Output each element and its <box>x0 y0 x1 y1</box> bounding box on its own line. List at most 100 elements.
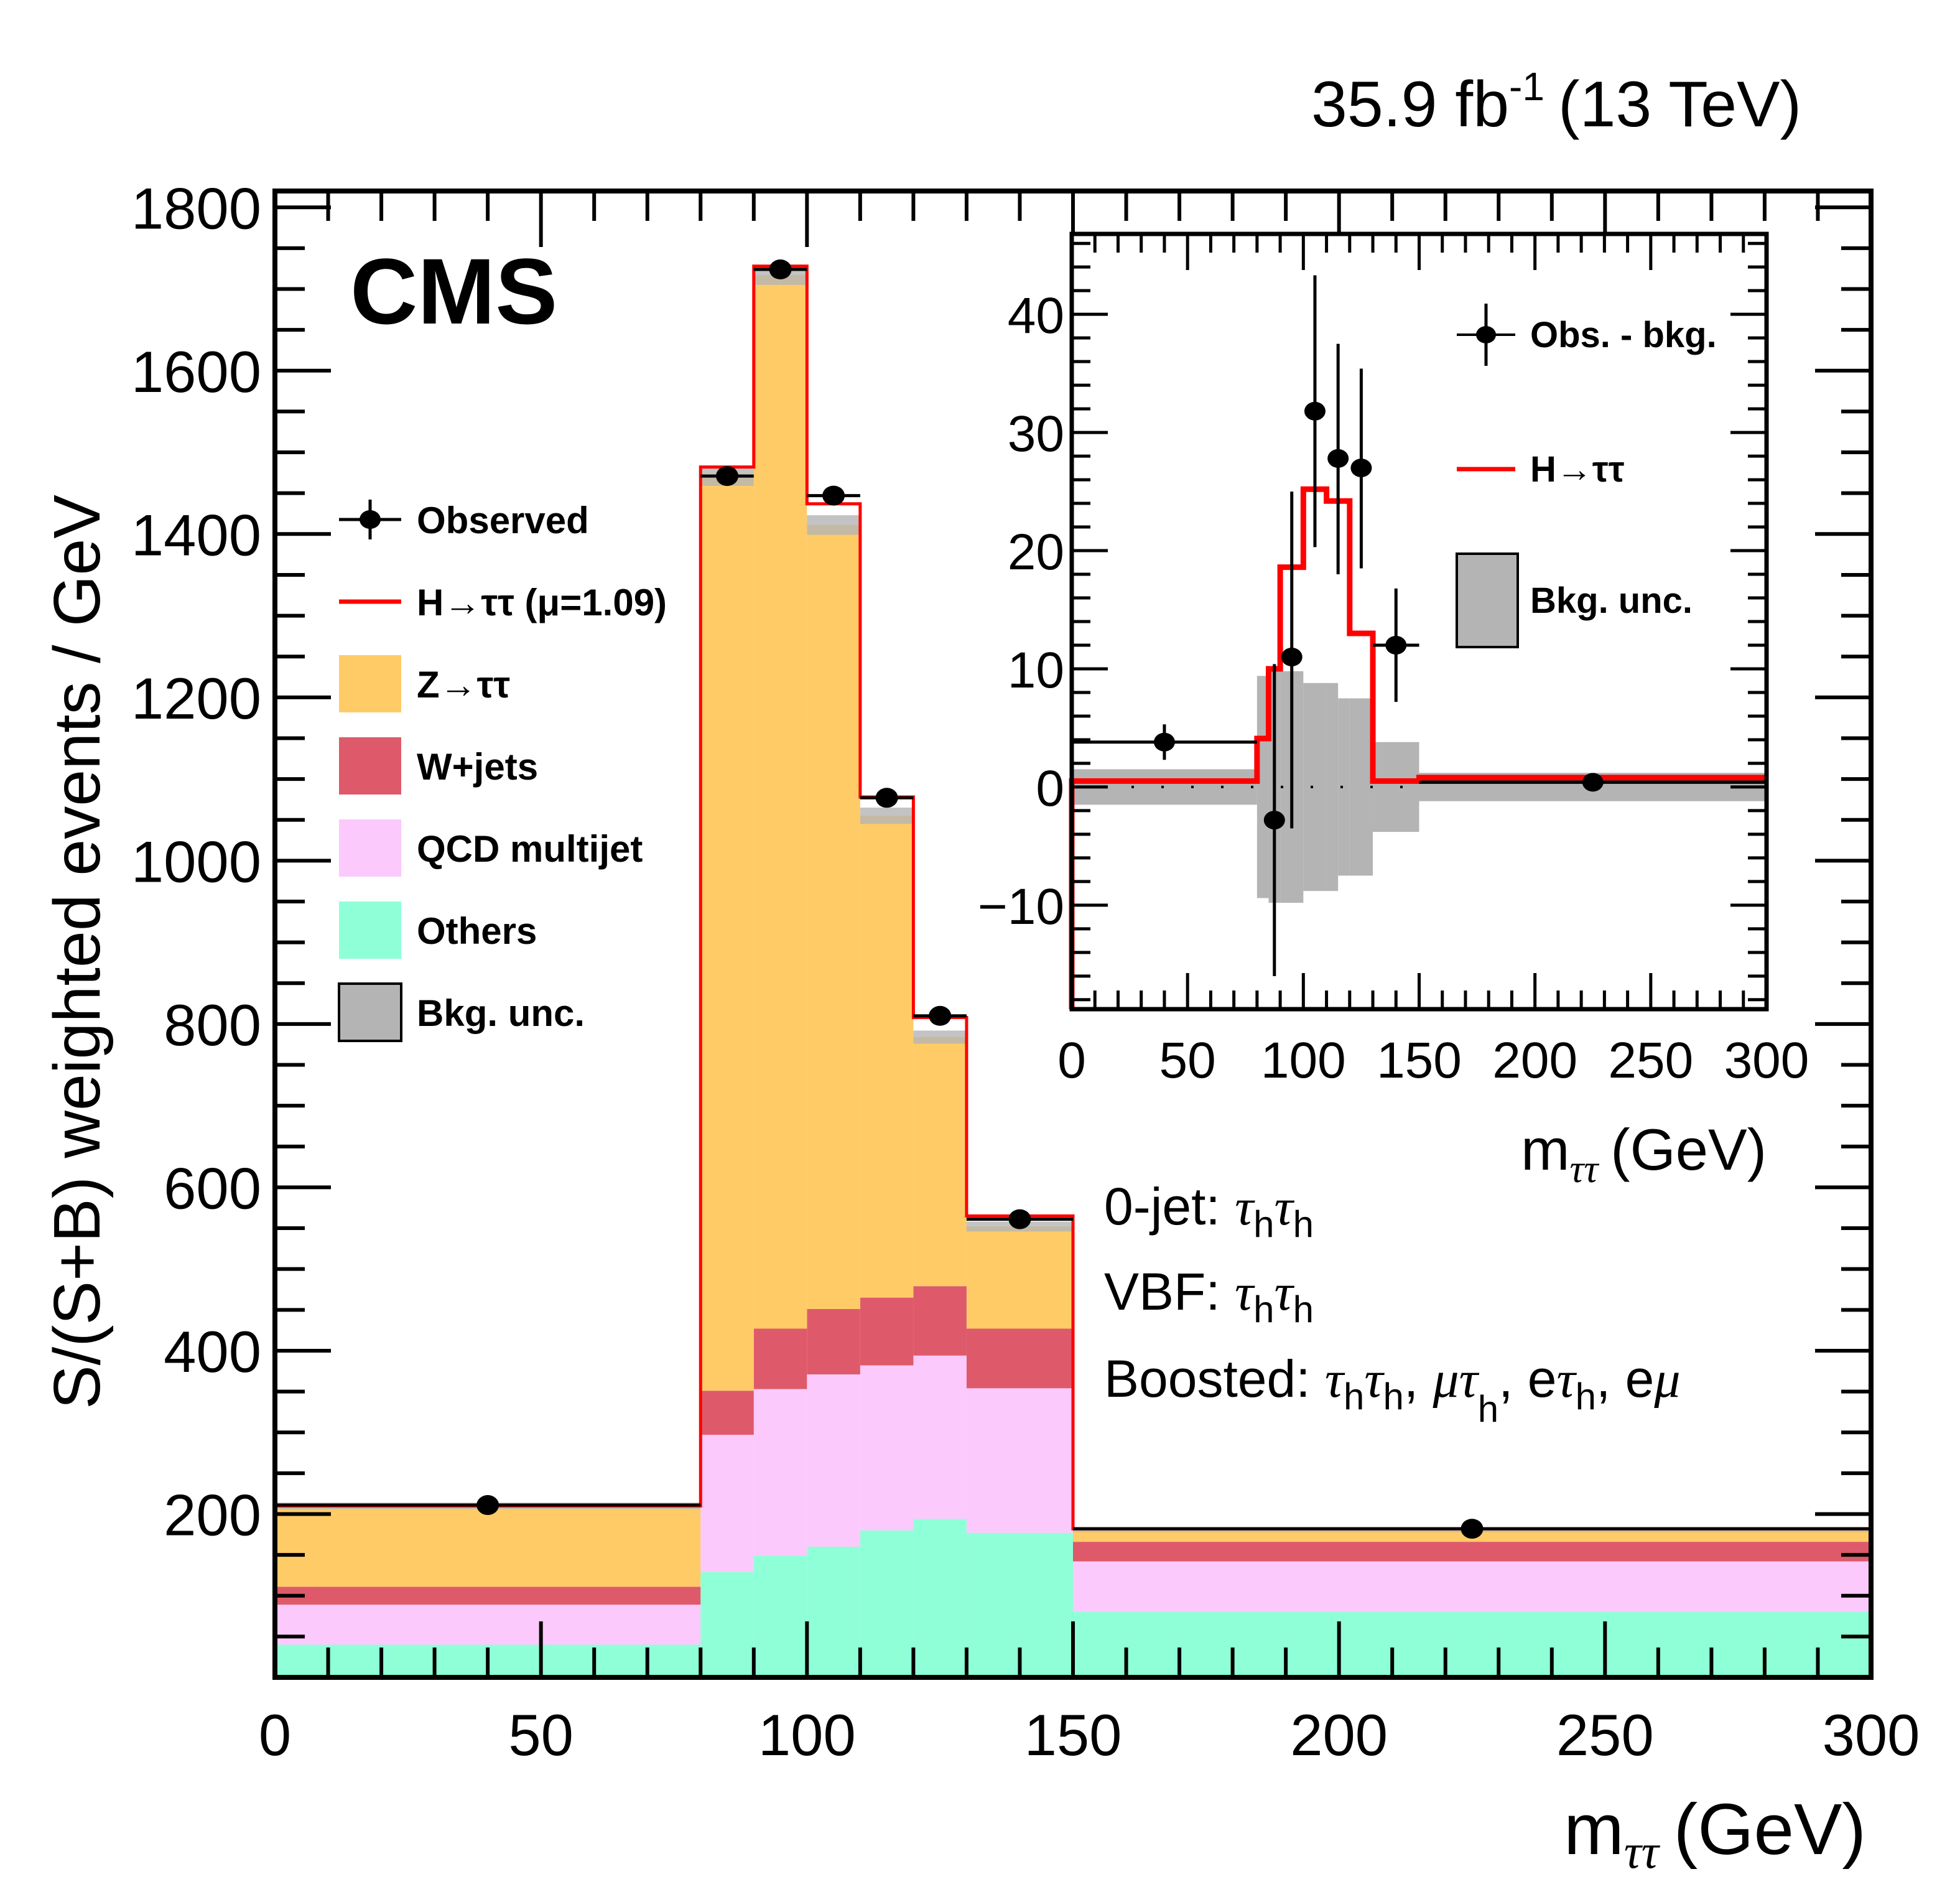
stack-bar-qcd-multijet <box>700 1435 754 1572</box>
inset-legend-box-swatch <box>1456 552 1519 648</box>
inset-bkg-unc-band <box>1373 742 1419 832</box>
stack-bar-w-jets <box>966 1328 1073 1389</box>
inset-bkg-unc-band <box>1338 698 1350 876</box>
y-tick-label: 1200 <box>131 666 261 731</box>
main-axes: 0 50 100 150 200 250 3002004006008001000120014… <box>131 175 1920 1768</box>
inset-x-tick-label: 100 <box>1261 1032 1346 1089</box>
main-legend: Observed H→ττ (μ=1.09) Z→ττ W+jets QCD multi… <box>338 500 667 1042</box>
legend-marker-point <box>360 510 381 529</box>
stack-bar-others <box>913 1519 967 1677</box>
observed-point <box>822 485 845 506</box>
stack-bar-others <box>753 1555 807 1677</box>
main-signal-line <box>273 264 1873 1677</box>
annotation-vbf: VBF: τhτh <box>1104 1262 1314 1330</box>
stack-bar-z- <box>807 524 860 1310</box>
x-tick-label: 250 <box>1556 1702 1654 1768</box>
stack-bar-z- <box>966 1226 1073 1329</box>
stack-bar-z- <box>275 1506 701 1587</box>
stack-bar-z- <box>700 476 754 1391</box>
bkg-unc-band <box>807 515 860 535</box>
inset-legend-marker-point <box>1476 326 1496 343</box>
stack-bar-z- <box>913 1037 967 1287</box>
inset-obs-point <box>1153 732 1175 752</box>
observed-point <box>769 259 792 280</box>
inset-observed-points <box>1072 275 1767 976</box>
stack-bar-z- <box>860 816 914 1298</box>
stack-bar-others <box>807 1546 860 1677</box>
category-annotations: 0-jet: τhτh VBF: τhτh Boosted: τhτh, μτh… <box>1104 1177 1681 1430</box>
main-stack <box>275 275 1871 1677</box>
inset-x-tick-label: 150 <box>1377 1032 1462 1089</box>
inset-obs-point <box>1350 459 1372 478</box>
inset-x-tick-label: 300 <box>1724 1032 1809 1089</box>
main-y-axis-label: S/(S+B) weighted events / GeV <box>40 495 114 1409</box>
lumi-label: 35.9 fb-1 (13 TeV) <box>1311 64 1801 141</box>
observed-point <box>476 1495 499 1516</box>
stack-bar-w-jets <box>275 1587 701 1605</box>
inset-legend-label: Bkg. unc. <box>1530 580 1693 621</box>
legend-label: Observed <box>417 500 589 541</box>
stack-bar-w-jets <box>700 1391 754 1435</box>
legend-box-swatch <box>338 982 402 1042</box>
stack-bar-w-jets <box>753 1328 807 1389</box>
inset-y-tick-label: 30 <box>1008 406 1064 462</box>
y-tick-label: 800 <box>164 992 261 1058</box>
x-tick-label: 100 <box>758 1702 856 1768</box>
legend-label: Others <box>417 910 537 952</box>
legend-fill-swatch <box>339 902 401 959</box>
legend-fill-swatch <box>339 655 401 712</box>
y-tick-label: 1800 <box>131 175 261 241</box>
annotation-boosted: Boosted: τhτh, μτh, eτh, eμ <box>1104 1349 1681 1430</box>
y-tick-label: 400 <box>164 1319 261 1384</box>
stack-bar-w-jets <box>807 1309 860 1375</box>
inset-bkg-unc-band <box>1303 683 1327 892</box>
inset-y-tick-label: −10 <box>978 879 1064 935</box>
inset-obs-point <box>1304 401 1326 421</box>
bkg-unc-band <box>913 1030 967 1044</box>
inset-obs-point <box>1327 449 1349 468</box>
legend-label: H→ττ (μ=1.09) <box>417 582 667 623</box>
annotation-0jet: 0-jet: τhτh <box>1104 1177 1314 1245</box>
observed-point <box>929 1005 952 1026</box>
legend-fill-swatch <box>339 819 401 877</box>
x-tick-label: 0 <box>259 1702 291 1768</box>
main-observed-points <box>275 259 1871 1539</box>
x-tick-label: 300 <box>1823 1702 1920 1768</box>
inset-legend-label: Obs. - bkg. <box>1530 315 1717 355</box>
signal-step-line <box>273 264 1873 1677</box>
y-tick-label: 600 <box>164 1155 261 1221</box>
y-tick-label: 1000 <box>131 829 261 894</box>
stack-bar-qcd-multijet <box>966 1388 1073 1533</box>
stack-bar-others <box>1073 1611 1871 1677</box>
inset-x-tick-label: 50 <box>1159 1032 1216 1089</box>
stack-bar-w-jets <box>860 1297 914 1366</box>
inset-obs-point <box>1263 811 1285 830</box>
inset-obs-point <box>1582 773 1604 792</box>
stack-bar-z- <box>753 275 807 1329</box>
legend-label: W+jets <box>417 746 538 788</box>
legend-fill-swatch <box>339 737 401 795</box>
y-tick-label: 1600 <box>131 339 261 404</box>
x-tick-label: 150 <box>1024 1702 1122 1768</box>
inset-x-tick-label: 0 <box>1057 1032 1086 1089</box>
inset-axes: 0 50 100 150 200 250 300 −10 0 10 20 30 40 <box>978 231 1809 1089</box>
stack-bar-w-jets <box>913 1286 967 1356</box>
y-tick-label: 1400 <box>131 502 261 567</box>
inset-obs-point <box>1281 647 1303 666</box>
inset-x-tick-label: 200 <box>1492 1032 1577 1089</box>
legend-label: QCD multijet <box>417 828 643 870</box>
inset-background <box>1071 234 1767 1009</box>
inset-bkg-unc-band <box>1256 676 1269 898</box>
stack-bar-qcd-multijet <box>913 1355 967 1519</box>
observed-point <box>1008 1209 1031 1229</box>
x-tick-label: 200 <box>1290 1702 1388 1768</box>
legend-label: Z→ττ <box>417 664 510 706</box>
observed-point <box>875 788 898 808</box>
inset-bkg-unc-band <box>1349 698 1373 876</box>
inset-x-axis-label: mττ (GeV) <box>1521 1117 1767 1191</box>
stack-bar-qcd-multijet <box>860 1365 914 1531</box>
bkg-unc-band <box>860 808 914 824</box>
main-x-axis-label: mττ (GeV) <box>1564 1789 1866 1878</box>
inset-y-tick-label: 20 <box>1008 524 1064 580</box>
